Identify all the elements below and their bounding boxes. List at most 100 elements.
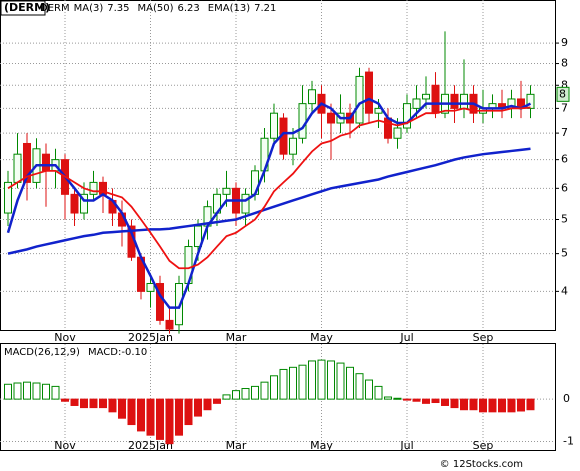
macd-bar [450,398,459,409]
candle-body [89,181,98,195]
candle-body [222,187,231,195]
price-frame [0,0,556,331]
macd-bar [194,398,202,417]
macd-bar [336,362,345,400]
candle-body [270,112,278,139]
candle-body [393,127,402,139]
macd-bar [460,398,468,411]
y-tick-label: 8 [561,78,568,91]
last-price-box [556,86,570,102]
macd-bar [279,368,288,400]
ma-line [7,147,531,255]
macd-bar [61,398,69,402]
macd-bar [260,381,269,400]
macd-bar [384,396,392,400]
legend-name: EMA(13) [208,3,250,14]
candle-body [308,89,316,105]
ticker-box [0,0,46,16]
candle-body [194,225,202,248]
candle-body [422,93,430,100]
macd-bar [165,398,174,445]
y-tick-label: 4 [561,284,568,297]
macd-bar [469,398,478,411]
legend-symbol: DERM [40,3,70,14]
macd-bar [184,398,193,426]
macd-tick-label: 0 [563,392,570,405]
y-tick-label: 9 [561,36,568,49]
candle-body [146,282,155,292]
y-tick-label: 5 [561,212,568,225]
macd-bar [479,398,487,413]
candle-body [365,71,373,114]
credit: © 12Stocks.com [440,459,523,470]
macd-bar [146,398,155,436]
macd-bar [355,373,364,400]
candle-body [13,153,22,183]
x-tick-label: Mar [226,439,247,452]
macd-bar [222,394,231,400]
macd-bar [327,360,335,400]
macd-bar [374,385,383,400]
macd-bar [507,398,516,413]
macd-bar [156,398,164,440]
x-tick-label: Mar [226,331,247,344]
candle-body [450,93,459,109]
candle-body [460,93,468,109]
macd-bar [317,359,326,400]
macd-bar [346,366,354,400]
macd-bar [23,381,31,400]
x-tick-label: Sep [473,439,494,452]
macd-bar [89,398,98,409]
candle-body [355,75,364,124]
x-tick-label: Jul [399,331,413,344]
macd-bar [175,398,183,436]
candle-body [42,153,50,172]
candle-body [327,112,335,124]
ticker-label: (DERM) [4,1,50,14]
macd-bar [32,382,41,400]
macd-bar [365,379,373,400]
candle-body [384,117,392,139]
candle-body [23,142,31,183]
macd-bar [203,398,212,411]
macd-bar [13,382,22,400]
macd-bar [137,398,145,432]
x-tick-label: 2025Jan [128,439,173,452]
macd-bar [241,388,250,400]
macd-bar [422,398,430,404]
ma-line [7,106,531,270]
macd-bar [232,390,240,400]
candle-body [4,181,12,214]
y-tick-label: 5 [561,247,568,260]
macd-bar [431,398,440,404]
candle-body [70,193,79,214]
macd-bar [51,385,60,400]
y-tick-label: 6 [561,153,568,166]
macd-bar [308,360,316,400]
macd-bar [118,398,126,419]
macd-bar [270,375,278,400]
candle-body [289,137,297,155]
y-tick-label: 6 [561,181,568,194]
macd-bar [517,398,525,412]
macd-bar [526,398,535,411]
x-tick-label: Nov [54,439,76,452]
macd-bar [127,398,136,426]
macd-tick-label: -1 [563,435,574,448]
candle-body [241,193,250,214]
legend-name: MA(50) [138,3,174,14]
macd-bar [251,385,259,400]
macd-bar [393,397,402,400]
candle-body [431,84,440,114]
x-tick-label: May [310,331,333,344]
macd-label: MACD(26,12,9) [4,347,80,358]
macd-bar [108,398,117,413]
macd-bar [412,398,421,402]
macd-bar [213,398,221,404]
y-tick-label: 7 [561,126,568,139]
x-tick-label: Nov [54,331,76,344]
macd-bar [99,398,107,409]
candle-body [165,319,174,330]
x-tick-label: Sep [473,331,494,344]
